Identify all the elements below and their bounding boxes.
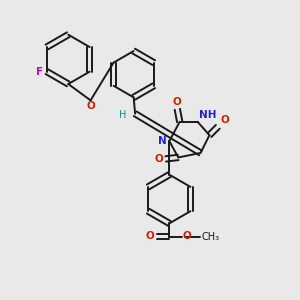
Text: O: O xyxy=(173,97,182,107)
Text: O: O xyxy=(183,231,191,241)
Text: O: O xyxy=(86,101,95,111)
Text: N: N xyxy=(158,136,167,146)
Text: F: F xyxy=(36,67,43,77)
Text: H: H xyxy=(119,110,127,120)
Text: NH: NH xyxy=(199,110,217,120)
Text: O: O xyxy=(146,231,154,241)
Text: CH₃: CH₃ xyxy=(201,232,219,242)
Text: O: O xyxy=(220,115,229,125)
Text: O: O xyxy=(154,154,164,164)
